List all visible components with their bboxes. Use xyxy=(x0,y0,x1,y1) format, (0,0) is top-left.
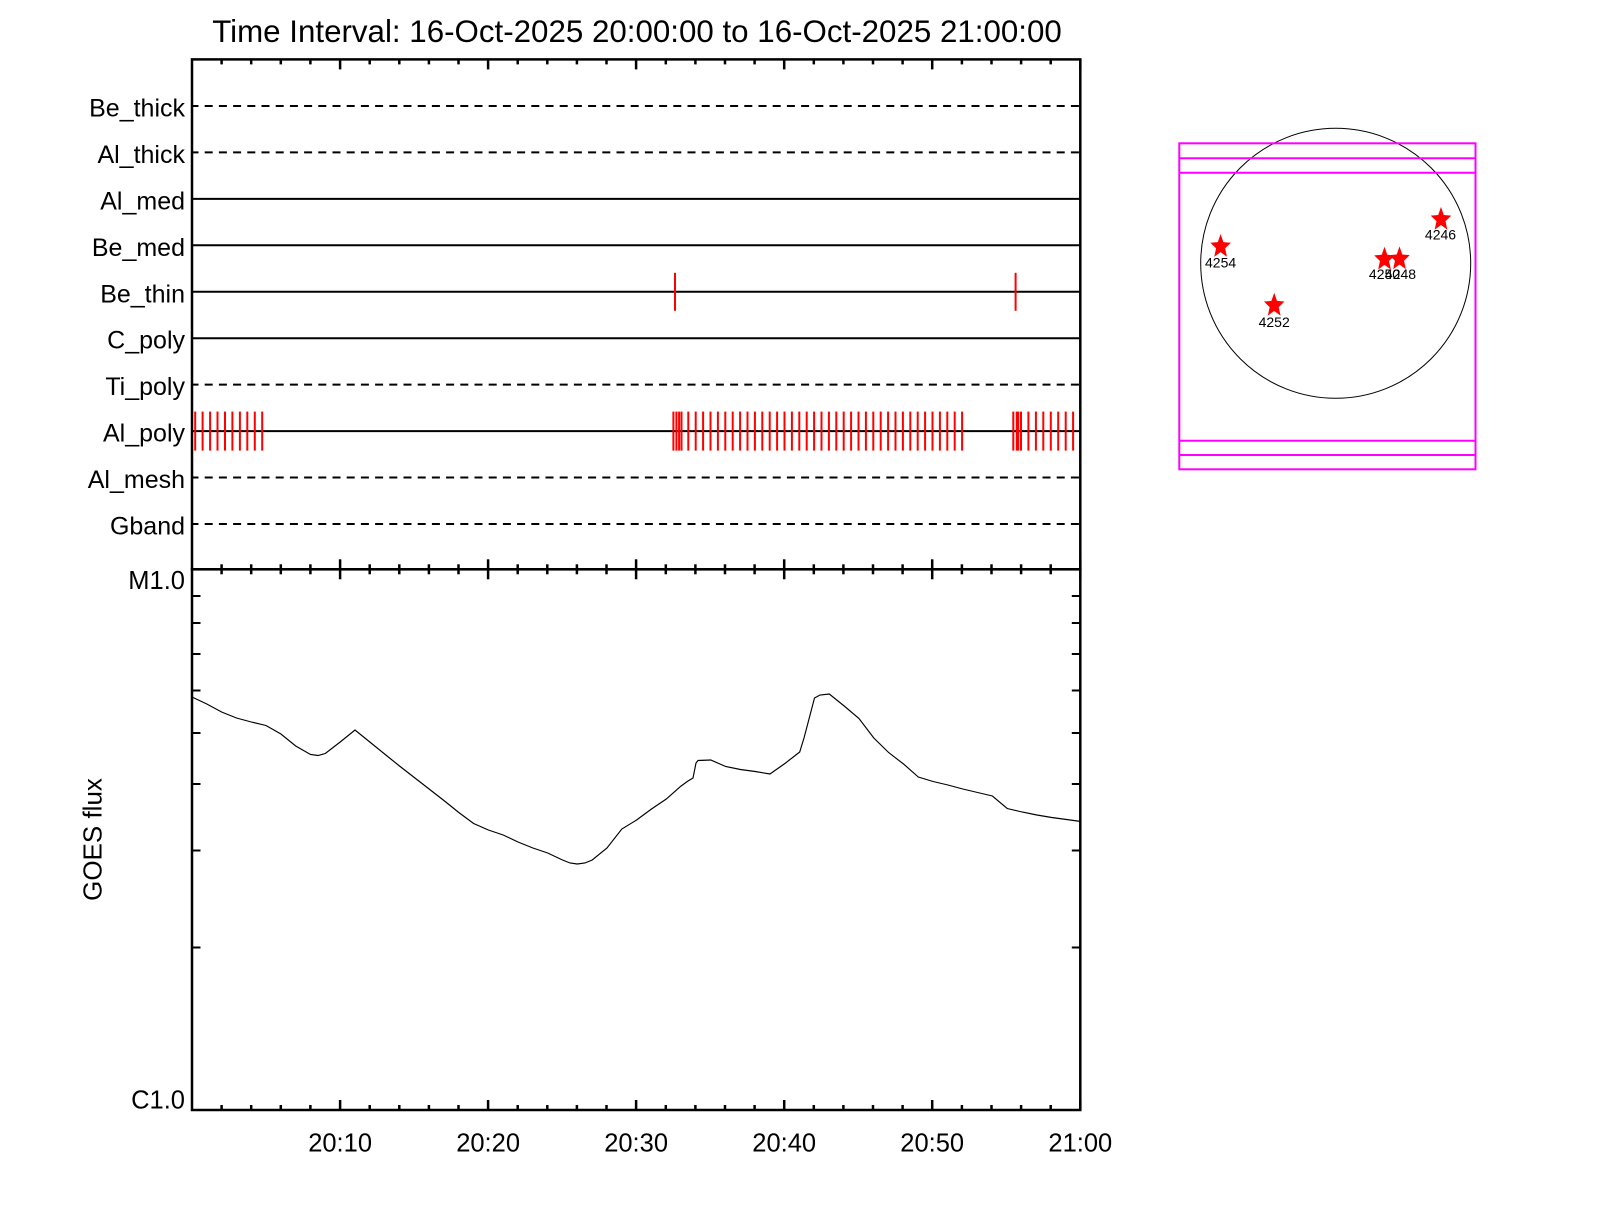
svg-text:Be_med: Be_med xyxy=(92,234,185,262)
svg-text:Al_med: Al_med xyxy=(100,187,185,215)
svg-text:20:10: 20:10 xyxy=(308,1130,372,1158)
svg-text:M1.0: M1.0 xyxy=(128,567,185,595)
svg-text:20:20: 20:20 xyxy=(456,1130,520,1158)
svg-text:Al_poly: Al_poly xyxy=(103,420,185,448)
svg-text:20:40: 20:40 xyxy=(752,1130,816,1158)
svg-text:Be_thin: Be_thin xyxy=(100,280,185,308)
svg-text:GOES flux: GOES flux xyxy=(78,778,108,901)
svg-text:20:50: 20:50 xyxy=(900,1130,964,1158)
svg-text:C_poly: C_poly xyxy=(107,327,185,355)
svg-text:Al_thick: Al_thick xyxy=(97,141,185,169)
svg-text:4252: 4252 xyxy=(1259,314,1290,330)
svg-text:Be_thick: Be_thick xyxy=(89,95,185,123)
svg-text:C1.0: C1.0 xyxy=(131,1087,185,1115)
svg-text:4250: 4250 xyxy=(1369,266,1400,282)
svg-text:Time Interval: 16-Oct-2025 20:: Time Interval: 16-Oct-2025 20:00:00 to 1… xyxy=(212,14,1062,49)
svg-text:4246: 4246 xyxy=(1425,227,1456,243)
svg-text:Gband: Gband xyxy=(110,513,185,541)
svg-text:21:00: 21:00 xyxy=(1048,1130,1112,1158)
svg-text:4248: 4248 xyxy=(1385,266,1416,282)
svg-text:Al_mesh: Al_mesh xyxy=(88,466,185,494)
svg-text:Ti_poly: Ti_poly xyxy=(105,373,185,401)
svg-text:20:30: 20:30 xyxy=(604,1130,668,1158)
svg-text:4254: 4254 xyxy=(1205,255,1236,271)
